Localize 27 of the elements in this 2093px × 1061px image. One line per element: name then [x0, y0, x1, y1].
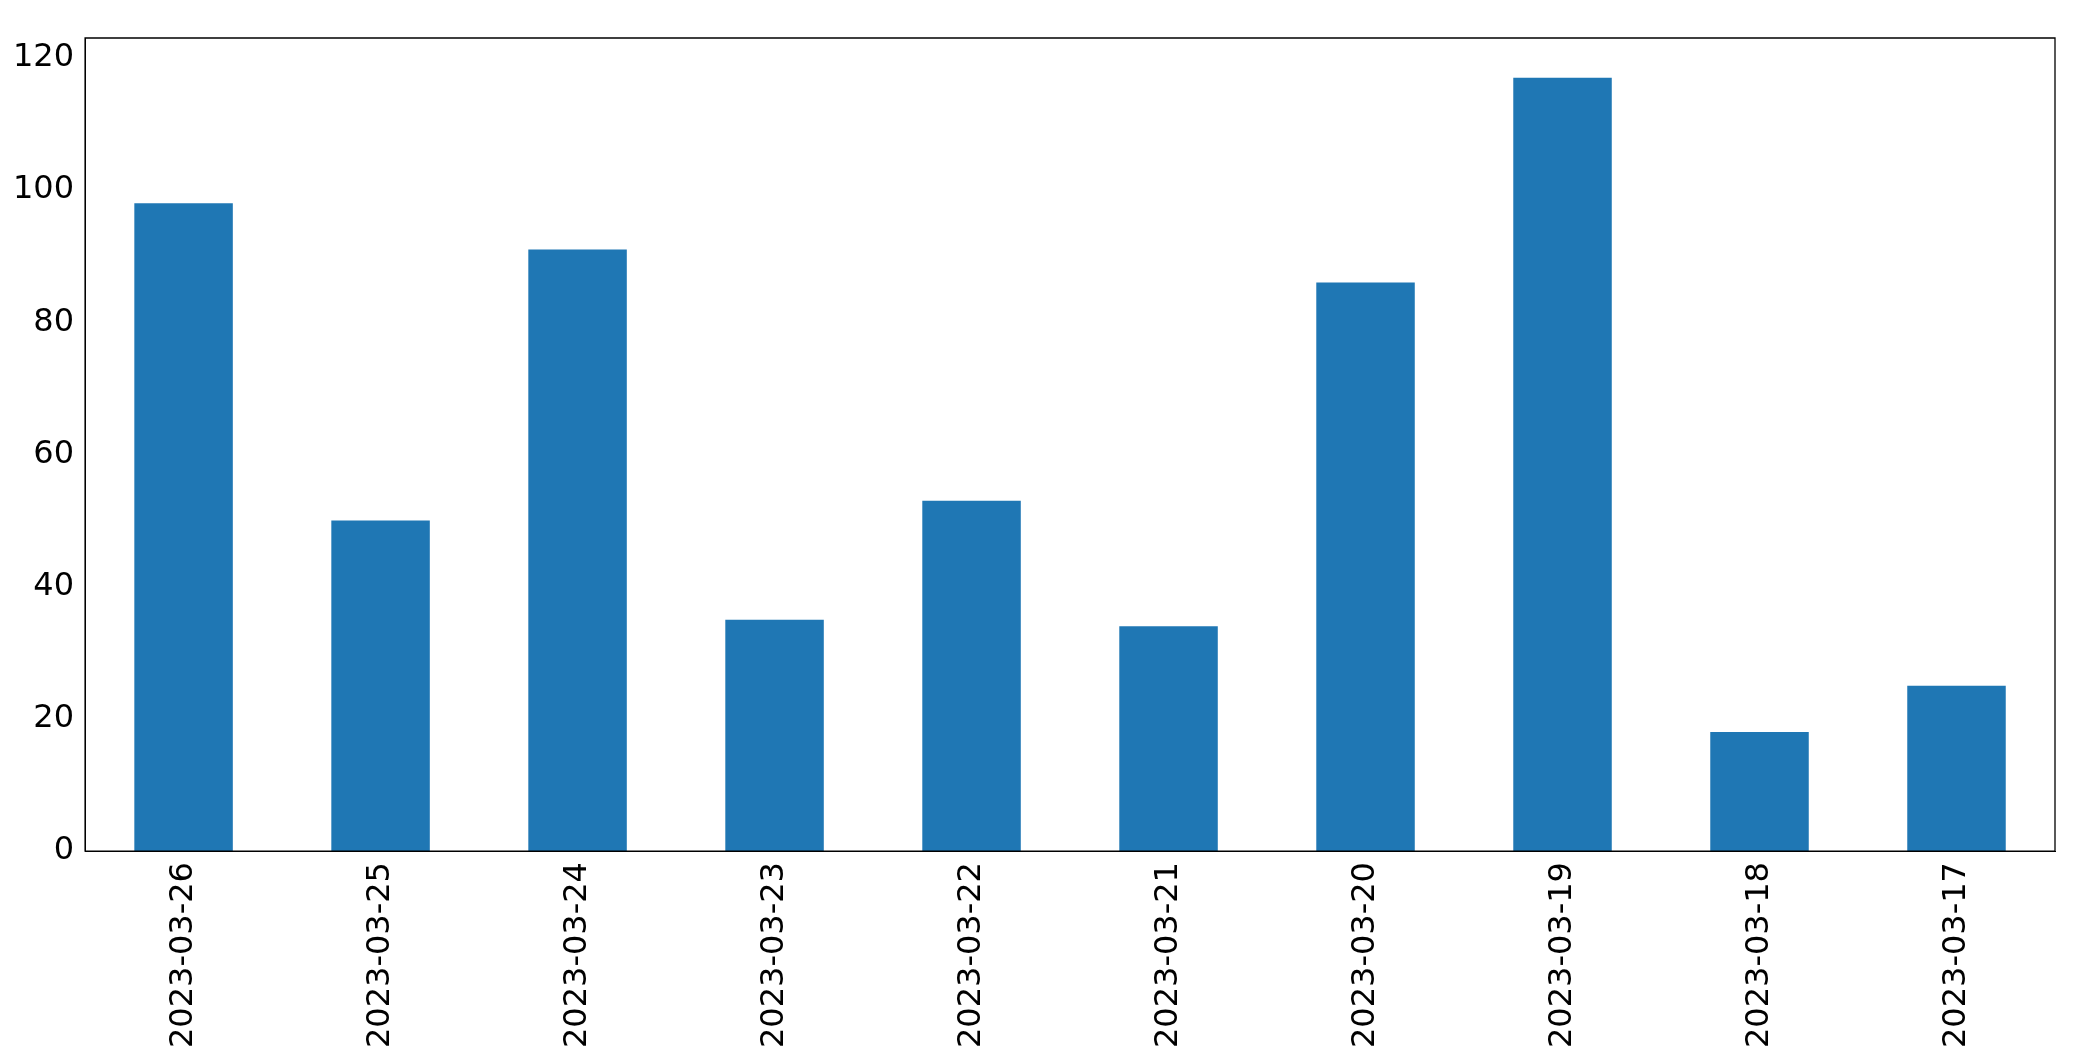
x-tick-label: 2023-03-20: [1343, 862, 1382, 1048]
y-tick-label: 80: [33, 300, 75, 339]
y-tick-label: 20: [33, 697, 75, 736]
y-tick-label: 40: [33, 564, 75, 603]
x-tick-label: 2023-03-24: [555, 862, 594, 1048]
bar: [922, 500, 1021, 852]
bar: [134, 203, 233, 852]
x-tick-label: 2023-03-17: [1934, 862, 1973, 1048]
bar: [1710, 732, 1809, 852]
bar: [725, 619, 824, 852]
y-tick-label: 120: [13, 36, 75, 75]
bar: [528, 249, 627, 852]
bar: [331, 520, 430, 852]
y-tick-label: 0: [53, 829, 75, 868]
y-tick-label: 60: [33, 432, 75, 471]
x-tick-label: 2023-03-23: [752, 862, 791, 1048]
x-tick-label: 2023-03-19: [1540, 862, 1579, 1048]
x-tick-label: 2023-03-26: [161, 862, 200, 1048]
x-tick-label: 2023-03-25: [358, 862, 397, 1048]
bar: [1907, 685, 2006, 852]
bar: [1316, 282, 1415, 852]
bar: [1119, 626, 1218, 852]
bar: [1513, 77, 1612, 852]
y-tick-label: 100: [13, 168, 75, 207]
x-tick-label: 2023-03-21: [1146, 862, 1185, 1048]
x-tick-label: 2023-03-18: [1737, 862, 1776, 1048]
x-tick-label: 2023-03-22: [949, 862, 988, 1048]
